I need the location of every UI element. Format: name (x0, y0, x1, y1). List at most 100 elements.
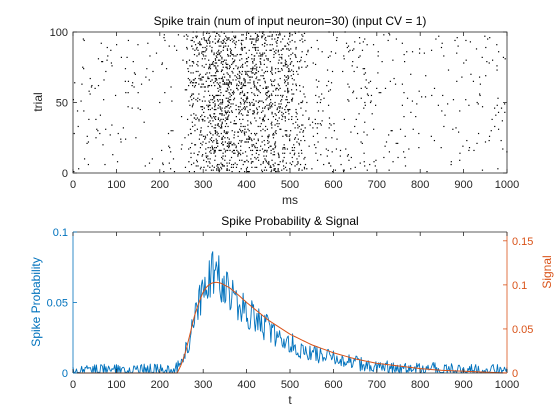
spike-dot (358, 113, 360, 115)
line-left-y-ticks: 00.050.1 (47, 227, 77, 380)
spike-dot (224, 76, 226, 78)
spike-dot (230, 52, 232, 54)
spike-dot (210, 84, 213, 87)
spike-dot (263, 72, 265, 74)
spike-dot (211, 165, 214, 167)
spike-dot (297, 138, 299, 140)
spike-dot (247, 111, 249, 113)
spike-dot (217, 132, 219, 135)
spike-dot (217, 94, 219, 97)
spike-dot (458, 131, 460, 133)
spike-dot (279, 110, 281, 112)
spike-dot (200, 44, 202, 46)
spike-dot (211, 137, 213, 139)
spike-dot (275, 170, 277, 173)
spike-dot (278, 53, 280, 56)
spike-dot (411, 51, 414, 53)
spike-dot (288, 44, 290, 46)
spike-dot (254, 134, 257, 136)
spike-dot (285, 99, 287, 101)
spike-dot (205, 148, 207, 150)
spike-dot (268, 147, 270, 149)
spike-dot (221, 113, 223, 115)
spike-dot (295, 108, 297, 111)
spike-dot (291, 156, 293, 159)
spike-dot (269, 103, 271, 105)
spike-dot (231, 63, 233, 66)
spike-dot (221, 101, 224, 104)
spike-dot (363, 107, 365, 109)
spike-dot (360, 141, 362, 143)
spike-dot (236, 83, 238, 85)
spike-dot (476, 142, 478, 144)
spike-dot (356, 97, 358, 99)
spike-dot (275, 34, 278, 36)
spike-dot (220, 124, 222, 126)
spike-dot (219, 35, 221, 37)
spike-dot (301, 38, 303, 40)
spike-dot (475, 48, 478, 50)
spike-dot (244, 151, 247, 153)
spike-dot (268, 162, 270, 164)
spike-dot (279, 77, 281, 80)
spike-dot (286, 63, 288, 66)
spike-dot (245, 131, 247, 133)
spike-dot (209, 45, 211, 47)
spike-dot (342, 169, 345, 171)
spike-dot (214, 103, 216, 105)
spike-dot (301, 34, 303, 36)
spike-dot (197, 154, 199, 156)
spike-dot (212, 99, 214, 101)
spike-dot (247, 128, 249, 130)
spike-dot (364, 38, 366, 40)
spike-dot (237, 142, 240, 144)
spike-dot (222, 61, 224, 63)
spike-dot (213, 52, 215, 54)
spike-dot (219, 55, 222, 57)
spike-dot (218, 163, 220, 166)
spike-dot (149, 55, 151, 57)
spike-dot (210, 123, 212, 125)
spike-dot (274, 141, 277, 143)
spike-dot (104, 163, 106, 166)
spike-dot (271, 106, 273, 108)
spike-dot (217, 39, 219, 42)
spike-dot (241, 48, 244, 50)
spike-dot (502, 56, 505, 58)
spike-dot (200, 77, 202, 80)
spike-dot (117, 132, 119, 135)
spike-dot (443, 125, 445, 128)
spike-dot (403, 53, 405, 56)
spike-dot (388, 169, 390, 171)
spike-dot (285, 61, 287, 63)
spike-dot (325, 148, 327, 150)
spike-dot (278, 123, 280, 125)
spike-dot (277, 94, 279, 97)
spike-dot (497, 128, 500, 130)
spike-dot (235, 44, 237, 46)
spike-dot (220, 162, 222, 164)
spike-dot (103, 79, 105, 81)
spike-dot (221, 103, 223, 105)
spike-dot (254, 145, 256, 147)
spike-dot (254, 55, 256, 57)
spike-dot (239, 110, 241, 112)
spike-dot (411, 100, 414, 102)
spike-dot (255, 77, 257, 80)
spike-dot (354, 166, 356, 168)
spike-dot (253, 111, 255, 113)
spike-dot (291, 147, 293, 149)
spike-dot (279, 70, 281, 73)
spike-dot (485, 75, 487, 77)
spike-dot (270, 152, 272, 154)
spike-dot (289, 138, 291, 140)
spike-dot (496, 44, 498, 46)
spike-dot (281, 69, 283, 71)
spike-dot (244, 82, 246, 84)
spike-dot (206, 72, 208, 74)
spike-dot (239, 106, 241, 108)
spike-dot (284, 80, 287, 82)
spike-dot (234, 37, 237, 39)
spike-dot (278, 117, 280, 119)
spike-dot (252, 66, 254, 68)
